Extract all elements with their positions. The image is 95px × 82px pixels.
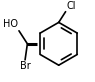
Text: HO: HO (3, 19, 18, 29)
Text: Br: Br (20, 61, 30, 71)
Text: Cl: Cl (66, 1, 76, 11)
